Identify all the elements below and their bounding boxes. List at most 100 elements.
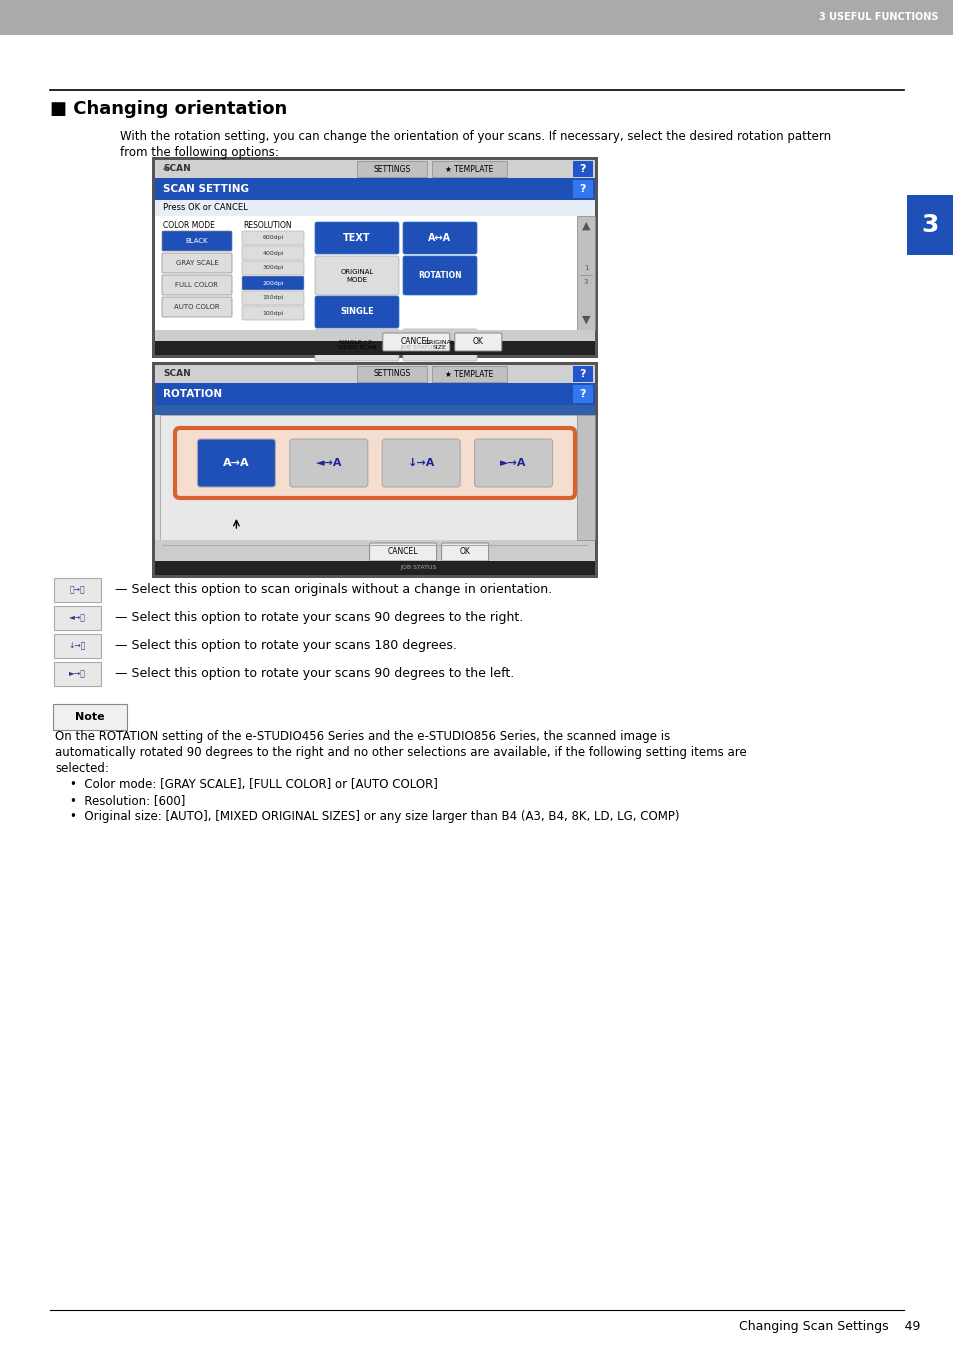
FancyBboxPatch shape — [242, 246, 304, 259]
Text: SINGLE: SINGLE — [340, 308, 374, 316]
Text: Changing Scan Settings    49: Changing Scan Settings 49 — [738, 1320, 919, 1333]
Text: 1: 1 — [583, 265, 588, 272]
FancyBboxPatch shape — [314, 330, 398, 361]
Text: — Select this option to rotate your scans 180 degrees.: — Select this option to rotate your scan… — [115, 639, 456, 653]
Bar — [357, 366, 427, 382]
FancyBboxPatch shape — [53, 704, 127, 730]
Bar — [160, 415, 589, 540]
FancyBboxPatch shape — [290, 439, 368, 486]
Text: SCAN: SCAN — [163, 163, 191, 173]
Text: A↔A: A↔A — [428, 232, 451, 243]
FancyBboxPatch shape — [314, 255, 398, 295]
Text: On the ROTATION setting of the e-STUDIO456 Series and the e-STUDIO856 Series, th: On the ROTATION setting of the e-STUDIO4… — [55, 730, 670, 743]
Bar — [577, 415, 595, 540]
Text: ORIGINAL
SIZE: ORIGINAL SIZE — [424, 339, 455, 350]
Text: ?: ? — [579, 369, 586, 380]
Text: 小→小: 小→小 — [70, 585, 85, 594]
Text: — Select this option to scan originals without a change in orientation.: — Select this option to scan originals w… — [115, 584, 552, 597]
Text: ►→小: ►→小 — [69, 670, 86, 678]
FancyBboxPatch shape — [402, 255, 476, 295]
Bar — [154, 405, 595, 415]
Text: 600dpi: 600dpi — [262, 235, 283, 240]
Text: ◄→A: ◄→A — [315, 458, 342, 467]
Text: ROTATION: ROTATION — [163, 389, 222, 399]
Bar — [152, 157, 598, 358]
Text: RESOLUTION: RESOLUTION — [243, 222, 292, 230]
Text: AUTO COLOR: AUTO COLOR — [174, 304, 219, 309]
FancyBboxPatch shape — [369, 543, 436, 561]
Bar — [152, 362, 598, 578]
Text: With the rotation setting, you can change the orientation of your scans. If nece: With the rotation setting, you can chang… — [120, 130, 830, 143]
Text: OK: OK — [458, 547, 470, 557]
Bar — [154, 365, 595, 576]
Bar — [432, 366, 507, 382]
Text: 100dpi: 100dpi — [262, 311, 283, 316]
Text: 3: 3 — [583, 280, 588, 285]
Text: JOB STATUS: JOB STATUS — [400, 566, 436, 570]
Text: TEXT: TEXT — [343, 232, 371, 243]
Bar — [154, 200, 595, 216]
Bar — [906, 195, 953, 255]
Text: GRAY SCALE: GRAY SCALE — [175, 259, 218, 266]
Text: from the following options:: from the following options: — [120, 146, 278, 159]
Text: A→A: A→A — [223, 458, 250, 467]
Text: ►→A: ►→A — [499, 458, 526, 467]
FancyBboxPatch shape — [174, 428, 575, 499]
Text: ?: ? — [579, 184, 586, 195]
Text: •  Resolution: [600]: • Resolution: [600] — [70, 794, 185, 807]
Bar — [154, 330, 595, 355]
FancyBboxPatch shape — [54, 634, 101, 658]
FancyBboxPatch shape — [162, 231, 232, 251]
Bar — [432, 161, 507, 177]
Text: — Select this option to rotate your scans 90 degrees to the left.: — Select this option to rotate your scan… — [115, 667, 514, 681]
Bar — [573, 366, 593, 382]
Text: 400dpi: 400dpi — [262, 250, 283, 255]
FancyBboxPatch shape — [441, 543, 488, 561]
Text: ?: ? — [579, 389, 586, 399]
Bar — [154, 382, 595, 405]
Text: ORIGINAL
MODE: ORIGINAL MODE — [340, 269, 374, 282]
Text: ▼: ▼ — [581, 315, 590, 326]
Text: SCAN SETTING: SCAN SETTING — [163, 184, 249, 195]
FancyBboxPatch shape — [242, 261, 304, 276]
FancyBboxPatch shape — [314, 296, 398, 328]
Text: ▲: ▲ — [581, 222, 590, 231]
FancyBboxPatch shape — [402, 222, 476, 254]
Text: COLOR MODE: COLOR MODE — [163, 222, 214, 230]
FancyBboxPatch shape — [402, 330, 476, 361]
Text: selected:: selected: — [55, 762, 109, 775]
Bar — [154, 561, 595, 576]
Text: OK: OK — [472, 338, 483, 346]
FancyBboxPatch shape — [474, 439, 552, 486]
Text: SCAN: SCAN — [163, 369, 191, 378]
Text: ★ TEMPLATE: ★ TEMPLATE — [445, 165, 493, 173]
FancyBboxPatch shape — [382, 332, 449, 351]
Text: Press OK or CANCEL: Press OK or CANCEL — [163, 204, 248, 212]
FancyBboxPatch shape — [54, 607, 101, 630]
Bar — [154, 340, 595, 355]
FancyBboxPatch shape — [242, 290, 304, 305]
Bar — [154, 365, 595, 382]
Bar — [154, 216, 577, 330]
FancyBboxPatch shape — [162, 297, 232, 317]
FancyBboxPatch shape — [162, 253, 232, 273]
Bar — [154, 540, 595, 565]
Text: ▲: ▲ — [163, 163, 168, 170]
Text: 3 USEFUL FUNCTIONS: 3 USEFUL FUNCTIONS — [819, 12, 938, 23]
Bar — [154, 159, 595, 355]
Bar — [573, 385, 593, 403]
FancyBboxPatch shape — [197, 439, 275, 486]
Bar — [154, 159, 595, 178]
Text: SINGLE / 2-
SIDED SCAN: SINGLE / 2- SIDED SCAN — [337, 339, 375, 350]
FancyBboxPatch shape — [54, 578, 101, 603]
Text: SETTINGS: SETTINGS — [374, 370, 411, 378]
Text: ◄→小: ◄→小 — [69, 613, 86, 623]
FancyBboxPatch shape — [314, 222, 398, 254]
Text: ROTATION: ROTATION — [417, 272, 461, 281]
Text: ★ TEMPLATE: ★ TEMPLATE — [445, 370, 493, 378]
Text: CANCEL: CANCEL — [387, 547, 417, 557]
Text: ↓→小: ↓→小 — [69, 642, 86, 650]
Text: CANCEL: CANCEL — [400, 338, 431, 346]
FancyBboxPatch shape — [242, 231, 304, 245]
FancyBboxPatch shape — [242, 305, 304, 320]
